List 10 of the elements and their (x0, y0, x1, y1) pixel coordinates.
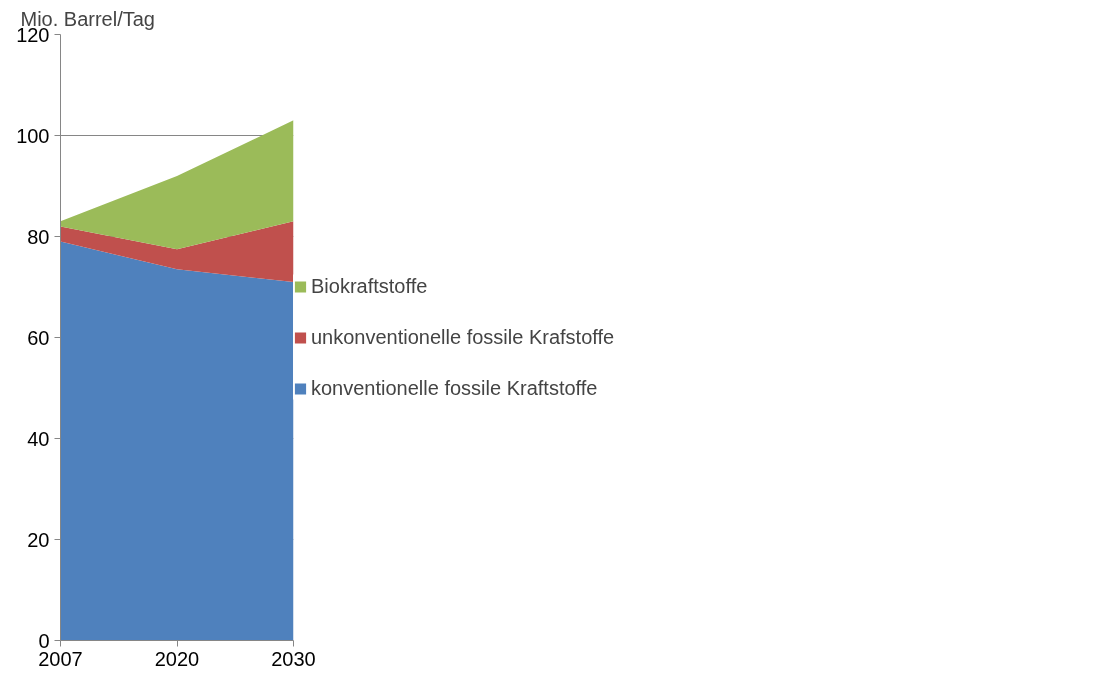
series-label: Biokraftstoffe (311, 274, 428, 298)
y-tick-label: 20 (27, 528, 50, 551)
y-tick-label: 80 (27, 225, 50, 248)
x-tick-label: 2020 (154, 647, 200, 670)
y-tick-label: 40 (27, 427, 50, 450)
series-label: konventionelle fossile Kraftstoffe (311, 376, 598, 400)
series-label: unkonventionelle fossile Krafstoffe (311, 325, 615, 349)
y-tick-label: 100 (16, 124, 50, 147)
y-tick-label: 60 (27, 326, 50, 349)
x-tick-label: 2030 (271, 647, 316, 670)
